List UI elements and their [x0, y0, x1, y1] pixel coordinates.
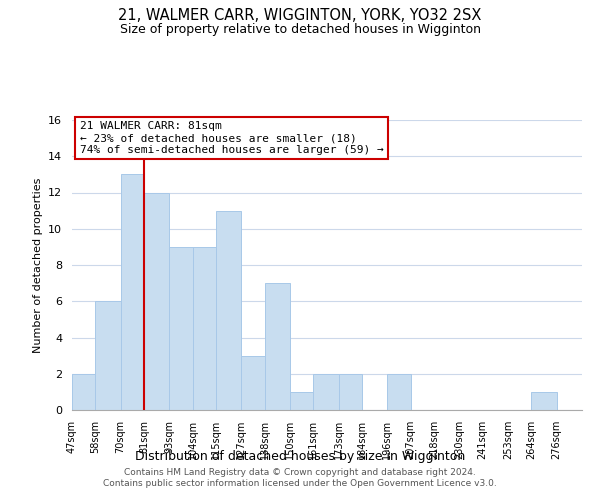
Bar	[241, 356, 265, 410]
Text: Size of property relative to detached houses in Wigginton: Size of property relative to detached ho…	[119, 22, 481, 36]
Bar	[531, 392, 557, 410]
Bar	[95, 301, 121, 410]
Text: 21 WALMER CARR: 81sqm
← 23% of detached houses are smaller (18)
74% of semi-deta: 21 WALMER CARR: 81sqm ← 23% of detached …	[80, 122, 383, 154]
Text: 21, WALMER CARR, WIGGINTON, YORK, YO32 2SX: 21, WALMER CARR, WIGGINTON, YORK, YO32 2…	[118, 8, 482, 22]
Text: Contains HM Land Registry data © Crown copyright and database right 2024.
Contai: Contains HM Land Registry data © Crown c…	[103, 468, 497, 487]
Bar	[290, 392, 313, 410]
Bar	[72, 374, 95, 410]
Bar	[169, 247, 193, 410]
Bar	[388, 374, 410, 410]
Bar	[121, 174, 144, 410]
Text: Distribution of detached houses by size in Wigginton: Distribution of detached houses by size …	[135, 450, 465, 463]
Y-axis label: Number of detached properties: Number of detached properties	[32, 178, 43, 352]
Bar	[216, 210, 241, 410]
Bar	[338, 374, 362, 410]
Bar	[265, 283, 290, 410]
Bar	[313, 374, 338, 410]
Bar	[193, 247, 216, 410]
Bar	[144, 192, 169, 410]
